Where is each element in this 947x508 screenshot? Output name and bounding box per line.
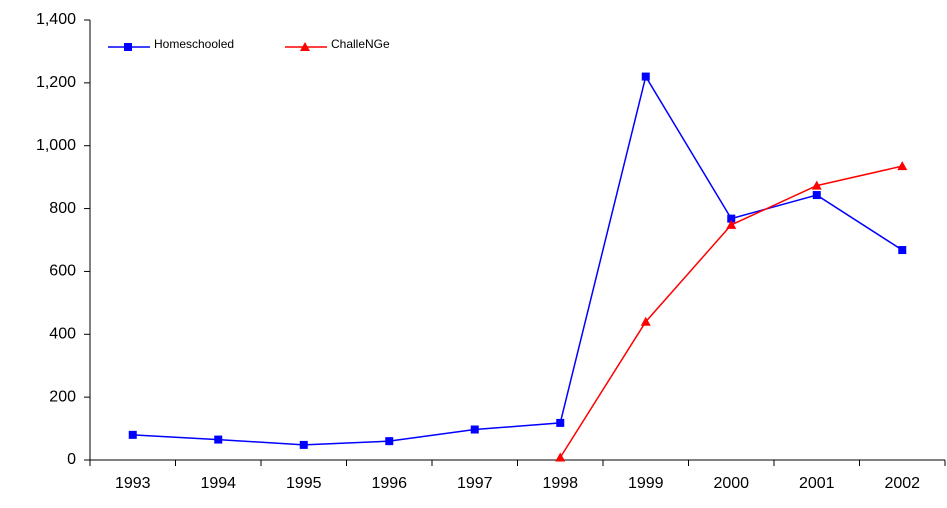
data-point [812,191,821,200]
y-tick-label: 600 [49,263,76,280]
data-point [811,180,822,190]
x-tick-label: 1993 [115,475,151,492]
x-tick-label: 2002 [884,475,920,492]
y-tick-label: 800 [49,200,76,217]
legend-marker [124,43,132,51]
y-tick-label: 200 [49,388,76,405]
x-tick-label: 1999 [628,475,664,492]
data-point [299,440,308,449]
y-tick-label: 1,400 [36,11,76,28]
data-point [641,72,650,81]
legend-label: Homeschooled [154,37,234,51]
x-tick-label: 1998 [542,475,578,492]
y-tick-label: 0 [67,451,76,468]
x-tick-label: 1997 [457,475,493,492]
data-point [385,437,394,446]
data-point [727,214,736,223]
x-tick-label: 2001 [799,475,835,492]
y-tick-label: 1,000 [36,137,76,154]
series-line [559,165,903,458]
data-point [128,430,137,439]
series-line [132,74,903,446]
data-point [556,418,565,427]
data-point [640,316,651,326]
data-point [897,161,908,171]
legend-marker [300,42,310,51]
data-point [898,246,907,255]
data-point [555,452,566,462]
data-point [214,435,223,444]
y-tick-label: 1,200 [36,74,76,91]
x-tick-label: 2000 [713,475,749,492]
y-tick-label: 400 [49,326,76,343]
x-tick-label: 1994 [200,475,236,492]
legend-label: ChalleNGe [331,37,390,51]
x-tick-label: 1996 [371,475,407,492]
x-tick-label: 1995 [286,475,322,492]
data-point [726,219,737,229]
data-point [470,425,479,434]
